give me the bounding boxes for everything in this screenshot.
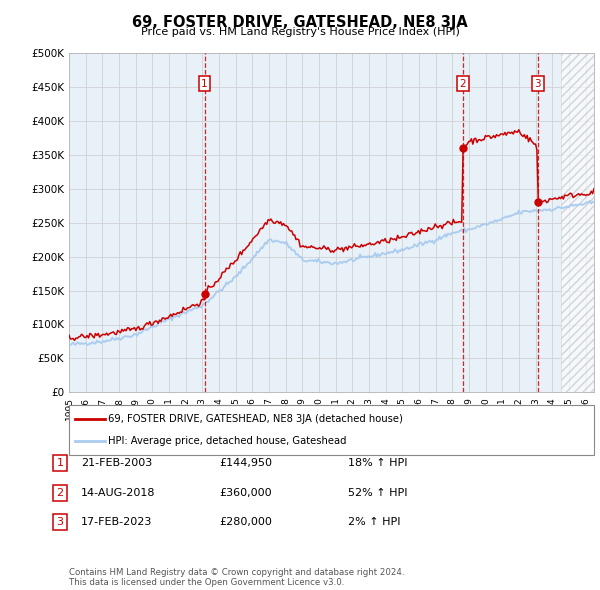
Text: 2: 2 — [460, 78, 466, 88]
Text: 21-FEB-2003: 21-FEB-2003 — [81, 458, 152, 468]
Bar — [560, 53, 594, 392]
Text: 18% ↑ HPI: 18% ↑ HPI — [348, 458, 407, 468]
Text: 3: 3 — [535, 78, 541, 88]
Text: £280,000: £280,000 — [219, 517, 272, 527]
Text: 2% ↑ HPI: 2% ↑ HPI — [348, 517, 401, 527]
Text: Contains HM Land Registry data © Crown copyright and database right 2024.
This d: Contains HM Land Registry data © Crown c… — [69, 568, 404, 587]
Text: 1: 1 — [201, 78, 208, 88]
Text: £144,950: £144,950 — [219, 458, 272, 468]
Text: 17-FEB-2023: 17-FEB-2023 — [81, 517, 152, 527]
Text: HPI: Average price, detached house, Gateshead: HPI: Average price, detached house, Gate… — [108, 437, 347, 447]
Text: £360,000: £360,000 — [219, 488, 272, 497]
Text: 69, FOSTER DRIVE, GATESHEAD, NE8 3JA (detached house): 69, FOSTER DRIVE, GATESHEAD, NE8 3JA (de… — [108, 414, 403, 424]
Text: 3: 3 — [56, 517, 64, 527]
Text: 52% ↑ HPI: 52% ↑ HPI — [348, 488, 407, 497]
Text: 1: 1 — [56, 458, 64, 468]
Text: Price paid vs. HM Land Registry's House Price Index (HPI): Price paid vs. HM Land Registry's House … — [140, 27, 460, 37]
Text: 2: 2 — [56, 488, 64, 497]
Text: 14-AUG-2018: 14-AUG-2018 — [81, 488, 155, 497]
Text: 69, FOSTER DRIVE, GATESHEAD, NE8 3JA: 69, FOSTER DRIVE, GATESHEAD, NE8 3JA — [132, 15, 468, 30]
